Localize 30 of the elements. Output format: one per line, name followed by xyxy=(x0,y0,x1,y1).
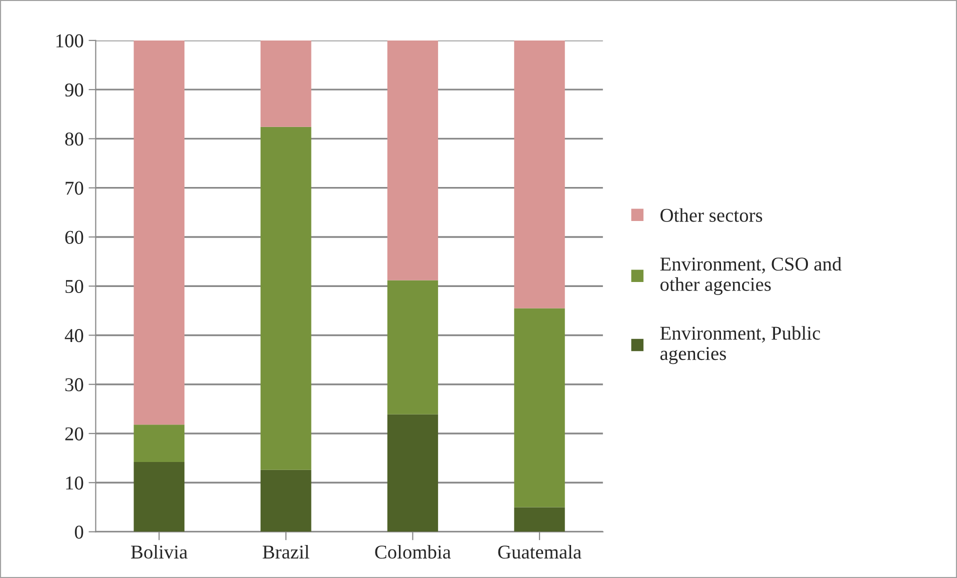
legend-label: Other sectors xyxy=(660,208,762,222)
x-tick-label: Guatemala xyxy=(498,544,582,559)
bar xyxy=(260,126,312,470)
y-tick-label: 0 xyxy=(74,526,84,539)
y-tick-label: 60 xyxy=(65,230,84,244)
legend-label: Environment, CSO and other agencies xyxy=(660,256,842,295)
y-tick-label: 50 xyxy=(66,280,84,294)
bar xyxy=(134,40,184,425)
bar xyxy=(514,507,565,532)
x-tick-label: Bolivia xyxy=(131,544,188,559)
y-tick-label: 40 xyxy=(64,329,84,342)
y-tick-label: 20 xyxy=(65,427,84,440)
bar xyxy=(260,470,312,532)
y-tick-label: 90 xyxy=(65,83,84,97)
bar xyxy=(387,40,438,280)
bar xyxy=(260,40,312,127)
bar xyxy=(134,424,184,462)
y-tick-label: 10 xyxy=(66,476,84,490)
bar xyxy=(514,308,565,508)
x-tick-label: Brazil xyxy=(262,544,310,559)
bar xyxy=(387,280,438,414)
bar xyxy=(514,40,565,308)
bar xyxy=(387,414,438,532)
y-tick-label: 100 xyxy=(56,34,84,48)
y-tick-label: 80 xyxy=(65,132,84,146)
y-tick-label: 70 xyxy=(66,182,84,195)
y-tick-label: 30 xyxy=(65,378,84,392)
bar xyxy=(134,462,184,532)
legend-label: Environment, Public agencies xyxy=(660,326,820,364)
x-tick-label: Colombia xyxy=(375,544,451,559)
